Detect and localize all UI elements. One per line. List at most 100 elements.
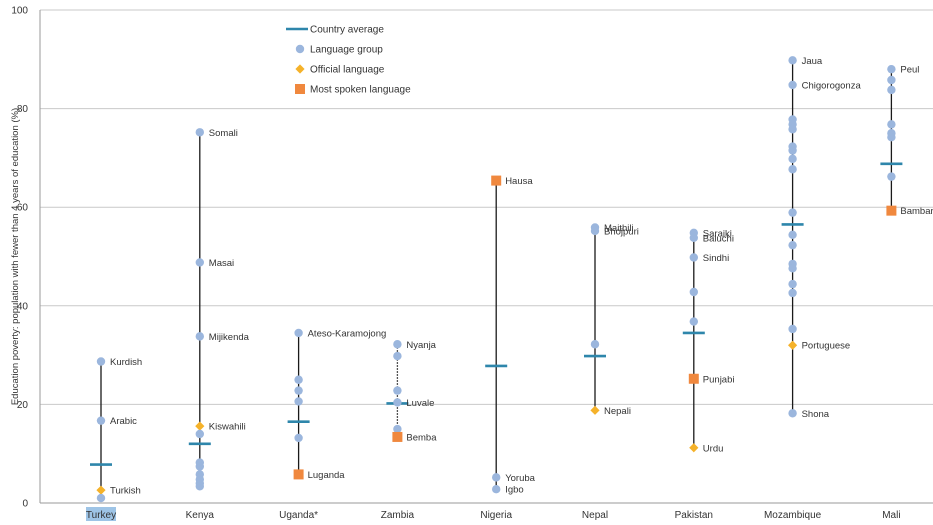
point-mali-3: [887, 120, 896, 129]
label-zambia-luvale: Luvale: [406, 398, 434, 409]
point-nigeria-igbo: [492, 484, 501, 494]
label-uganda-luganda: Luganda: [308, 470, 346, 481]
label-pakistan-urdu: Urdu: [703, 443, 724, 454]
point-mozambique-6: [788, 146, 797, 155]
point-mozambique-15: [788, 288, 797, 298]
point-mali-2: [887, 85, 896, 95]
label-zambia-nyanja: Nyanja: [406, 340, 436, 351]
point-labels: Kurdish Arabic Turkish Somali Masai Mijikenda…: [110, 56, 933, 497]
x-tick-highlight-turkey: [86, 507, 116, 521]
point-mozambique-7: [788, 154, 797, 164]
point-uganda-1: [294, 375, 303, 384]
point-turkey-arabic: [96, 416, 106, 425]
y-tick-80: 80: [17, 104, 29, 115]
axis-layer: 0 20 40 60 80 100 Education poverty: populatio…: [10, 6, 901, 521]
x-tick-nigeria: Nigeria: [480, 510, 512, 521]
point-kenya-10: [195, 482, 204, 491]
label-nepal-nepali: Nepali: [604, 406, 631, 417]
label-mozambique-chigorogonza: Chigorogonza: [802, 80, 862, 91]
point-zambia-bemba: [392, 431, 403, 442]
point-nepal-2: [590, 340, 600, 349]
label-mozambique-portuguese: Portuguese: [802, 341, 851, 352]
point-mozambique-shona: [788, 409, 797, 418]
label-nigeria-yoruba: Yoruba: [505, 473, 535, 484]
x-tick-zambia: Zambia: [381, 510, 415, 521]
point-mozambique-13: [788, 264, 797, 273]
label-turkey-arabic: Arabic: [110, 416, 137, 427]
point-uganda-ateso-karamojong: [294, 328, 303, 338]
point-pakistan-4: [689, 317, 698, 326]
point-pakistan-sindhi: [689, 253, 698, 262]
point-zambia-nyanja: [393, 340, 402, 349]
point-mali-5: [887, 132, 896, 142]
label-kenya-somali: Somali: [209, 128, 238, 139]
point-mali-6: [887, 172, 896, 181]
label-turkey-kurdish: Kurdish: [110, 357, 142, 368]
x-tick-turkey: Turkey: [86, 510, 116, 521]
point-mozambique-jaua: [788, 56, 797, 65]
label-nigeria-hausa: Hausa: [505, 176, 533, 187]
point-turkey-3: [96, 493, 106, 503]
point-mali-1: [887, 75, 896, 85]
label-pakistan-saraiki: Saraiki: [703, 228, 732, 239]
point-kenya-masai: [195, 258, 204, 267]
legend-label-average: Country average: [310, 25, 384, 36]
label-pakistan-baluchi: Baluchi: [703, 233, 734, 244]
point-pakistan-urdu: [689, 443, 699, 453]
point-pakistan-3: [689, 287, 698, 297]
label-zambia-bemba: Bemba: [406, 432, 437, 443]
point-turkey-turkish: [96, 485, 106, 495]
point-kenya-4: [195, 429, 204, 439]
point-uganda-3: [294, 397, 303, 406]
point-mozambique-8: [788, 165, 797, 174]
point-mozambique-chigorogonza: [788, 80, 797, 90]
label-nepal-maithili: Maithili: [604, 223, 634, 234]
legend-label-language: Language group: [310, 45, 383, 56]
point-mozambique-4: [788, 125, 797, 134]
label-kenya-mijikenda: Mijikenda: [209, 332, 250, 343]
legend: Country average Language group Official la…: [286, 25, 411, 96]
label-pakistan-punjabi: Punjabi: [703, 374, 735, 385]
point-pakistan-baluchi: [689, 233, 698, 242]
point-uganda-4: [294, 433, 303, 443]
legend-swatch-official: [295, 64, 305, 74]
point-kenya-mijikenda: [195, 332, 204, 341]
legend-label-spoken: Most spoken language: [310, 85, 411, 96]
point-uganda-luganda: [293, 469, 304, 480]
point-uganda-2: [294, 386, 303, 395]
legend-label-official: Official language: [310, 65, 385, 76]
label-nepal-bhojpuri: Bhojpuri: [604, 226, 639, 237]
point-nepal-bhojpuri: [590, 226, 600, 236]
point-mozambique-portuguese: [788, 340, 798, 350]
point-zambia-luvale: [393, 398, 402, 407]
point-pakistan-punjabi: [688, 373, 699, 384]
legend-swatch-spoken: [295, 84, 305, 94]
point-mali-peul: [887, 64, 896, 74]
point-kenya-kiswahili: [195, 421, 205, 431]
y-tick-20: 20: [17, 400, 29, 411]
average-markers: [90, 162, 903, 466]
grid-layer: [40, 9, 933, 504]
point-zambia-2: [393, 386, 402, 395]
data-points: [96, 56, 897, 503]
label-mali-peul: Peul: [900, 65, 919, 76]
label-uganda-ateso-karamojong: Ateso-Karamojong: [308, 328, 387, 339]
point-mozambique-16: [788, 324, 797, 334]
point-nigeria-yoruba: [492, 473, 501, 482]
point-zambia-4: [393, 424, 402, 434]
label-kenya-masai: Masai: [209, 258, 234, 269]
point-mali-bambara: [886, 205, 897, 216]
y-tick-40: 40: [17, 301, 29, 312]
y-axis-title: Education poverty: population with fewer…: [10, 108, 21, 405]
point-mozambique-11: [788, 240, 797, 250]
label-pakistan-sindhi: Sindhi: [703, 253, 729, 264]
point-zambia-1: [393, 351, 402, 361]
label-mozambique-shona: Shona: [802, 409, 830, 420]
y-tick-60: 60: [17, 203, 29, 214]
label-mozambique-jaua: Jaua: [802, 56, 823, 67]
point-turkey-kurdish: [96, 357, 106, 366]
x-tick-kenya: Kenya: [186, 510, 215, 521]
x-tick-mali: Mali: [882, 510, 900, 521]
legend-swatch-language: [295, 44, 305, 54]
x-tick-uganda: Uganda*: [279, 510, 318, 521]
